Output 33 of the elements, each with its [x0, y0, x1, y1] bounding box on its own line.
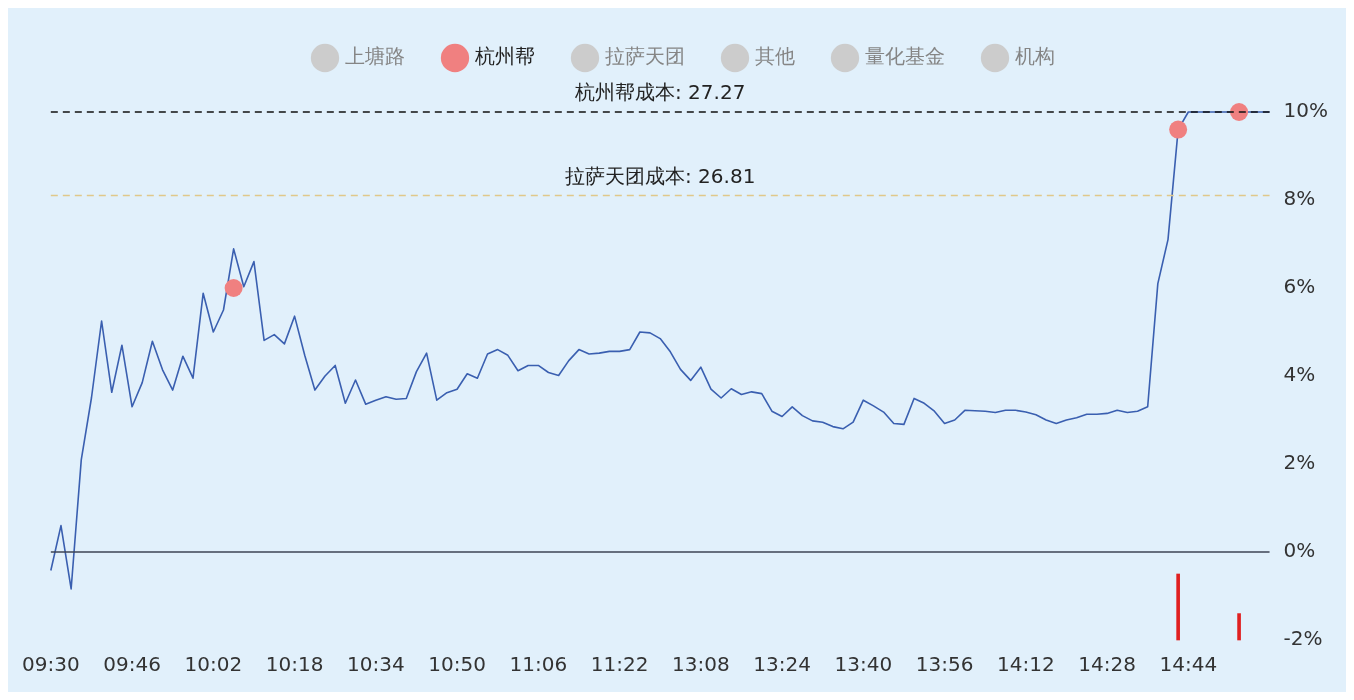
legend-label: 杭州帮: [474, 44, 535, 69]
x-tick-label: 09:30: [22, 652, 80, 677]
y-tick-label: 6%: [1283, 274, 1316, 299]
x-tick-label: 13:56: [915, 652, 974, 677]
x-tick-label: 11:06: [509, 652, 568, 677]
x-tick-label: 14:12: [996, 652, 1055, 677]
y-tick-label: 2%: [1283, 450, 1316, 475]
x-tick-label: 09:46: [103, 652, 161, 677]
y-tick-label: 10%: [1283, 98, 1328, 123]
x-tick-label: 13:40: [834, 652, 893, 677]
legend-label: 其他: [755, 44, 795, 69]
x-tick-label: 14:44: [1159, 652, 1218, 677]
y-tick-label: 4%: [1283, 362, 1316, 387]
x-tick-label: 14:28: [1078, 652, 1136, 677]
x-tick-label: 10:18: [265, 652, 324, 677]
point: [1230, 103, 1249, 121]
legend-label: 拉萨天团: [605, 44, 685, 69]
legend-label: 机构: [1015, 44, 1055, 69]
x-tick-label: 13:08: [671, 652, 730, 677]
legend-label: 上塘路: [345, 44, 405, 69]
point: [224, 279, 243, 297]
x-tick-label: 10:34: [346, 652, 405, 677]
x-tick-label: 13:24: [753, 652, 811, 677]
annotation: 拉萨天团成本: 26.81: [565, 163, 756, 188]
annotation: 杭州帮成本: 27.27: [574, 80, 746, 105]
x-tick-label: 10:50: [428, 652, 486, 677]
x-tick-label: 10:02: [184, 652, 243, 677]
legend-label: 量化基金: [865, 44, 945, 69]
x-tick-label: 11:22: [590, 652, 649, 677]
y-tick-label: 0%: [1283, 538, 1316, 563]
y-tick-label: -2%: [1283, 626, 1323, 651]
y-tick-label: 8%: [1283, 186, 1316, 211]
point: [1169, 120, 1188, 139]
